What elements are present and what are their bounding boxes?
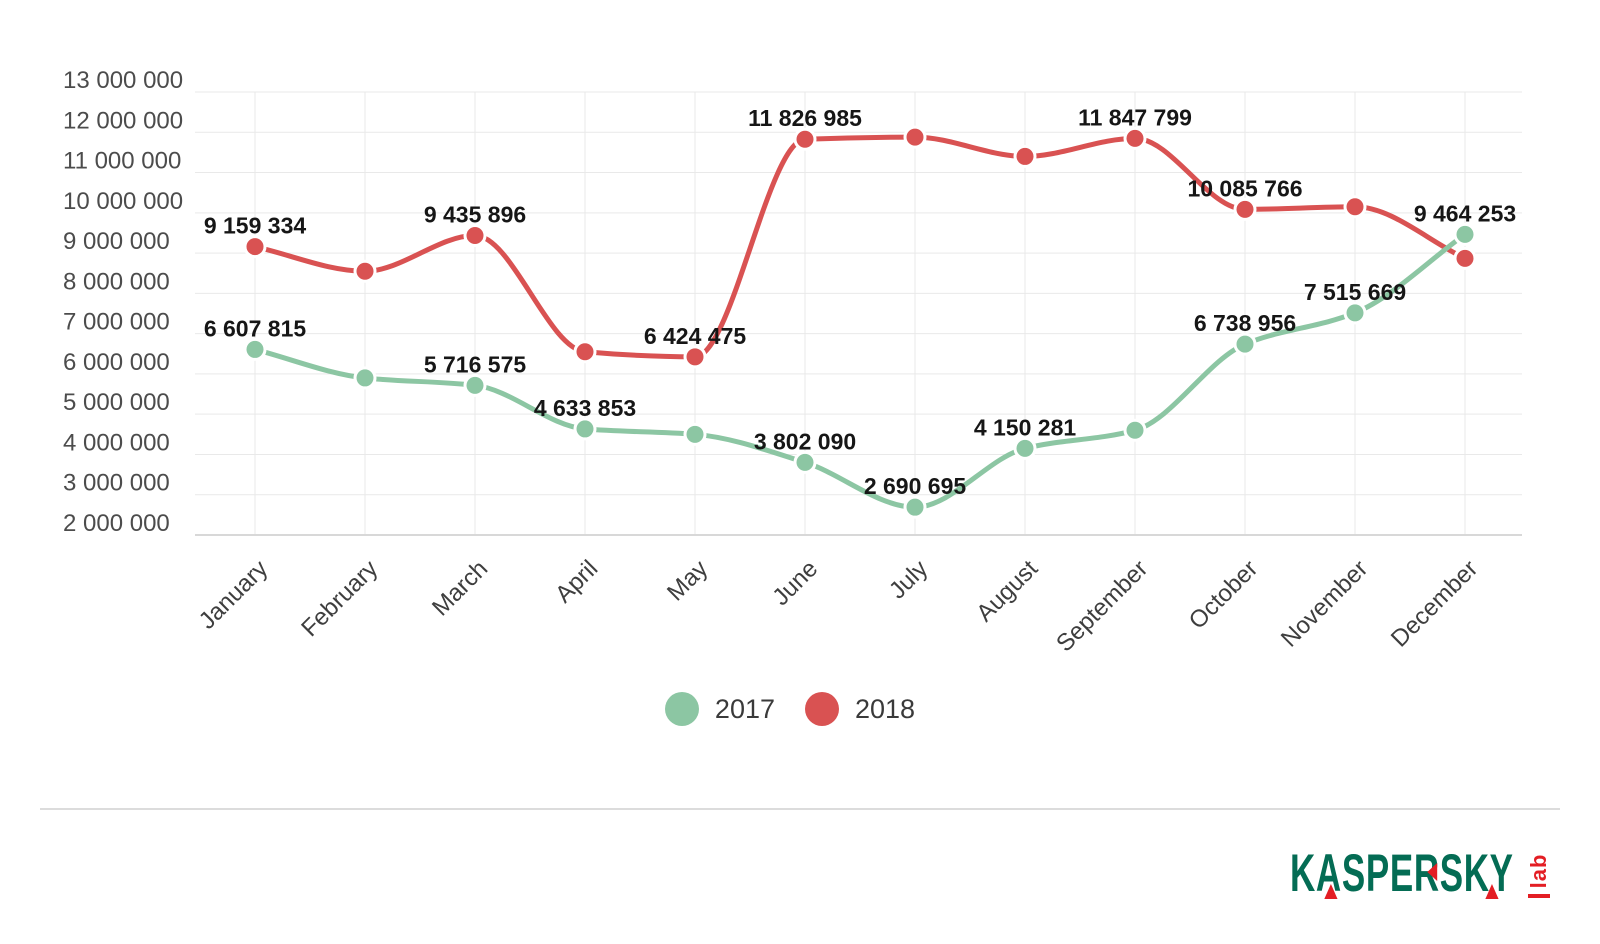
point-value-label: 7 515 669 <box>1304 279 1406 305</box>
point-value-label: 4 633 853 <box>534 395 636 421</box>
data-point <box>683 422 707 446</box>
data-point <box>1013 144 1037 168</box>
data-point <box>243 235 267 259</box>
data-point <box>353 366 377 390</box>
kaspersky-lab-suffix: lab <box>1525 848 1553 900</box>
data-point <box>463 224 487 248</box>
data-point <box>903 125 927 149</box>
data-point <box>1343 301 1367 325</box>
y-axis-tick-label: 9 000 000 <box>63 228 170 255</box>
data-point <box>903 495 927 519</box>
legend-marker-2017 <box>664 692 699 726</box>
y-axis-tick-label: 5 000 000 <box>63 389 170 416</box>
month-label: January <box>194 555 273 634</box>
series-labels-2017: 6 607 815 5 716 575 4 633 853 3 802 090 2 69… <box>204 200 1516 499</box>
data-point <box>573 417 597 441</box>
point-value-label: 9 435 896 <box>424 202 526 228</box>
logo-triangle-icon <box>1324 884 1338 899</box>
line-chart: 13 000 000 12 000 000 11 000 000 10 000 000… <box>63 67 1522 657</box>
point-value-label: 9 464 253 <box>1414 200 1516 226</box>
month-label: August <box>971 555 1043 627</box>
data-point <box>243 337 267 361</box>
y-axis-tick-label: 12 000 000 <box>63 107 183 134</box>
point-value-label: 3 802 090 <box>754 428 856 454</box>
point-value-label: 6 607 815 <box>204 315 307 341</box>
point-value-label: 9 159 334 <box>204 213 307 239</box>
data-point <box>463 373 487 397</box>
month-label: June <box>767 555 823 611</box>
y-axis-labels: 13 000 000 12 000 000 11 000 000 10 000 000… <box>63 67 183 537</box>
data-point <box>1453 222 1477 246</box>
month-label: September <box>1051 555 1153 657</box>
series-labels-2018: 9 159 334 9 435 896 6 424 475 11 826 985 11 … <box>204 104 1303 348</box>
legend-marker-2018 <box>805 692 839 726</box>
logo-triangle-icon <box>1485 884 1499 899</box>
data-point <box>683 345 707 369</box>
footer-divider <box>40 808 1560 810</box>
data-point <box>1343 195 1367 219</box>
legend-item-2018[interactable]: 2018 <box>805 692 915 726</box>
month-label: March <box>427 555 493 621</box>
point-value-label: 11 847 799 <box>1078 104 1192 130</box>
point-value-label: 6 424 475 <box>644 323 747 349</box>
legend-item-2017[interactable]: 2017 <box>664 692 775 726</box>
y-axis-tick-label: 6 000 000 <box>63 349 170 376</box>
y-axis-tick-label: 13 000 000 <box>63 67 183 94</box>
y-axis-tick-label: 8 000 000 <box>63 268 170 295</box>
data-point <box>1453 246 1477 270</box>
y-axis-tick-label: 11 000 000 <box>63 148 181 175</box>
series-points-2017 <box>243 222 1477 519</box>
month-label: November <box>1276 555 1373 652</box>
data-point <box>1233 197 1257 221</box>
kaspersky-logo: KASPERSKY lab <box>1290 846 1553 900</box>
month-label: October <box>1184 555 1263 634</box>
grid-lines <box>195 91 1522 536</box>
point-value-label: 2 690 695 <box>864 473 967 499</box>
y-axis-tick-label: 10 000 000 <box>63 188 183 215</box>
series-points-2018 <box>243 125 1477 369</box>
legend-label-2017: 2017 <box>714 693 775 724</box>
y-axis-tick-label: 7 000 000 <box>63 309 170 336</box>
y-axis-tick-label: 3 000 000 <box>63 470 170 497</box>
data-point <box>573 340 597 364</box>
point-value-label: 11 826 985 <box>748 105 862 131</box>
logo-triangle-icon <box>1427 863 1438 881</box>
data-point <box>1013 436 1037 460</box>
month-label: July <box>884 555 933 604</box>
legend-label-2018: 2018 <box>855 693 916 724</box>
data-point <box>793 450 817 474</box>
month-label: December <box>1386 555 1483 652</box>
point-value-label: 6 738 956 <box>1194 310 1296 336</box>
x-axis-labels: January February March April May June July Augu… <box>194 555 1483 657</box>
point-value-label: 4 150 281 <box>974 414 1077 440</box>
data-point <box>1123 418 1147 442</box>
point-value-label: 10 085 766 <box>1187 175 1302 201</box>
month-label: February <box>296 555 383 642</box>
month-label: May <box>662 555 713 606</box>
chart-legend: 2017 2018 <box>0 692 1580 726</box>
point-value-label: 5 716 575 <box>424 351 527 377</box>
y-axis-tick-label: 2 000 000 <box>63 510 170 537</box>
y-axis-tick-label: 4 000 000 <box>63 429 170 456</box>
data-point <box>793 127 817 151</box>
data-point <box>1123 126 1147 150</box>
month-label: April <box>550 555 603 608</box>
data-point <box>1233 332 1257 356</box>
data-point <box>353 259 377 283</box>
kaspersky-wordmark: KASPERSKY <box>1290 847 1514 900</box>
